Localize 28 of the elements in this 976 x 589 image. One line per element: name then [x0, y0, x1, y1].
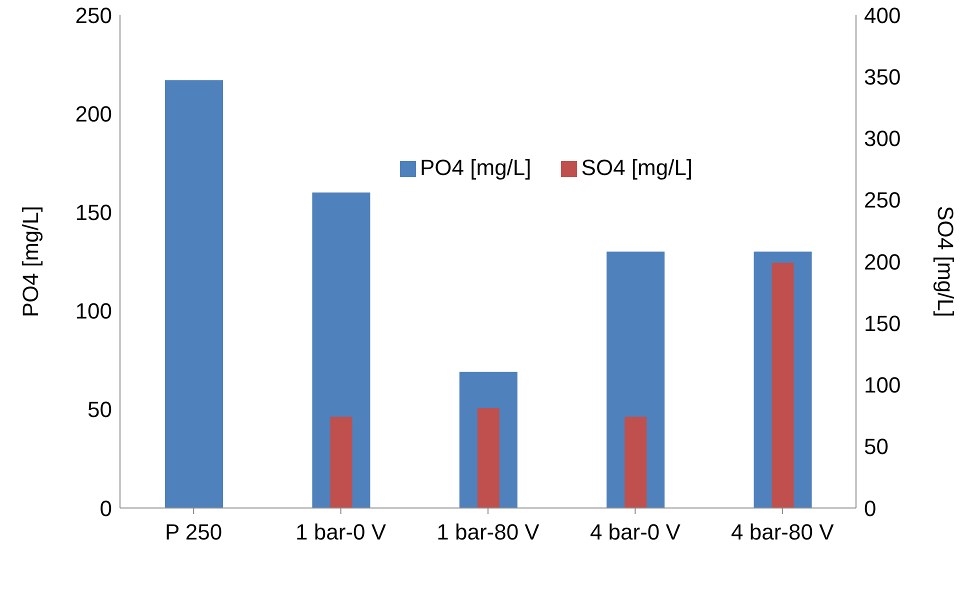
x-tick-label: 1 bar-0 V: [296, 520, 386, 545]
y-tick-label: 150: [75, 200, 112, 226]
y-tick-label: 50: [88, 397, 112, 422]
y2-tick-label: 350: [864, 64, 901, 90]
y-tick-label: 250: [75, 2, 112, 28]
bar: [624, 416, 647, 508]
x-tick-label: 4 bar-0 V: [590, 520, 681, 545]
legend-label: PO4 [mg/L]: [420, 155, 532, 180]
y2-tick-label: 200: [864, 249, 901, 274]
y2-tick-label: 400: [864, 2, 901, 28]
y2-tick-label: 0: [864, 496, 876, 521]
y-tick-label: 200: [75, 101, 112, 126]
bar: [477, 408, 500, 508]
y-tick-label: 100: [75, 298, 112, 324]
bar: [165, 80, 223, 508]
y2-tick-label: 250: [864, 188, 901, 213]
y2-tick-label: 100: [864, 372, 901, 398]
bar: [330, 416, 352, 508]
x-tick-label: 4 bar-80 V: [731, 520, 834, 545]
y-tick-label: 0: [100, 496, 112, 521]
x-tick-label: P 250: [165, 520, 222, 545]
y-axis-title: PO4 [mg/L]: [18, 206, 43, 318]
y2-axis-title: SO4 [mg/L]: [933, 206, 958, 318]
y2-tick-label: 50: [864, 434, 888, 460]
y2-tick-label: 300: [864, 126, 901, 152]
legend-label: SO4 [mg/L]: [581, 155, 693, 180]
y2-tick-label: 150: [864, 310, 901, 336]
x-tick-label: 1 bar-80 V: [436, 520, 540, 545]
